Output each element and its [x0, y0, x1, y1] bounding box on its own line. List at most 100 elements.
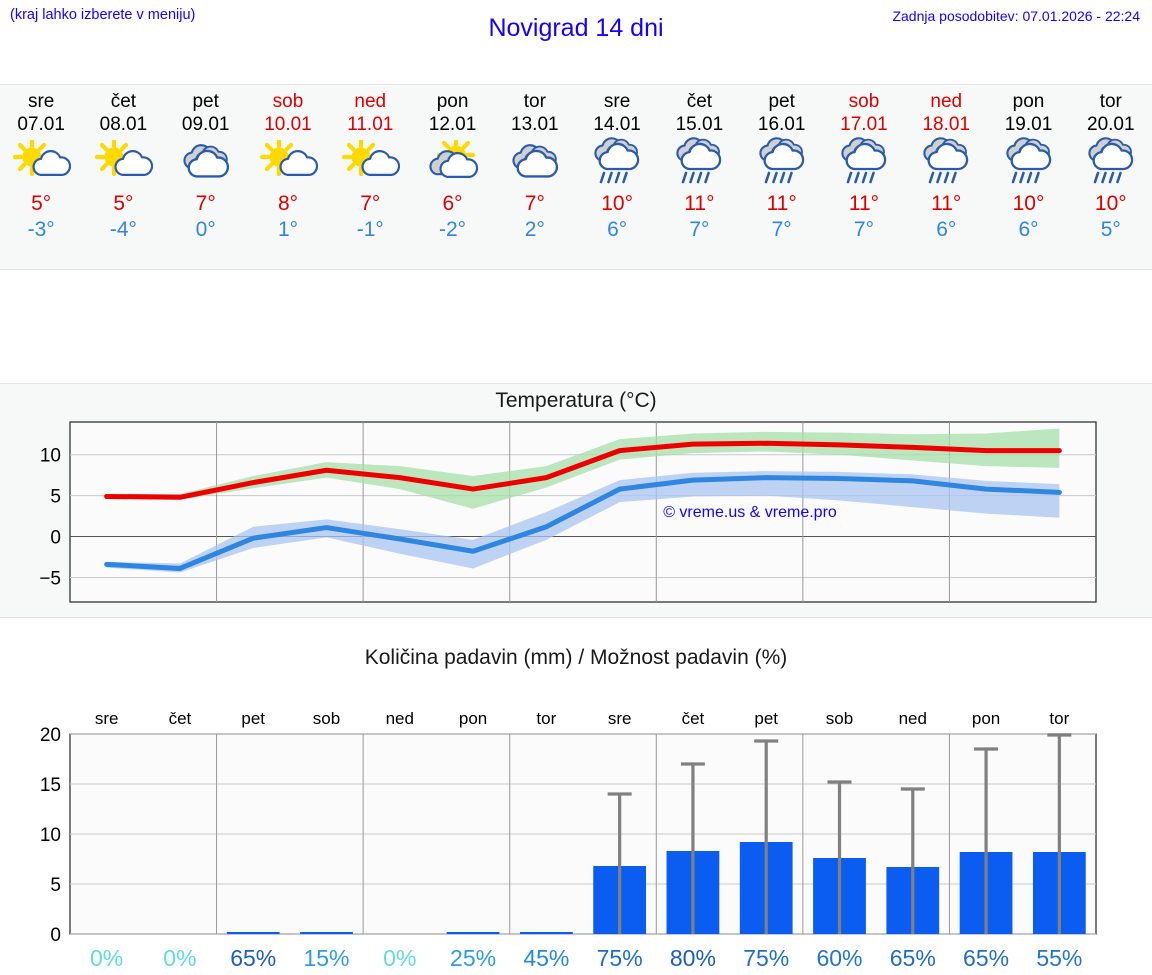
y-axis-tick-label: 20 [40, 725, 61, 746]
day-max-temp: 10° [1012, 192, 1045, 215]
temperature-range-band [106, 471, 1060, 573]
forecast-day-column[interactable]: pon 19.01 10° 6° [987, 85, 1069, 269]
precip-day-label: tor [536, 709, 556, 728]
rain-icon [587, 137, 647, 188]
precipitation-chart: sre čet pet sob ned pon tor sre čet pet sob ned pon t… [0, 672, 1152, 975]
sun-cloud-icon [340, 138, 401, 188]
precip-day-label: čet [682, 709, 705, 728]
precipitation-probability-label: 25% [450, 945, 496, 971]
precipitation-bar [226, 932, 280, 934]
precip-day-label: tor [1049, 709, 1069, 728]
day-date: 08.01 [99, 114, 148, 135]
day-date: 20.01 [1087, 114, 1135, 135]
day-date: 13.01 [511, 114, 559, 135]
precip-day-label: pon [459, 709, 487, 728]
day-max-temp: 7° [524, 192, 545, 215]
forecast-day-column[interactable]: tor 20.01 10° 5° [1070, 85, 1152, 269]
y-axis-tick-label: 10 [40, 446, 61, 467]
last-updated-label: Zadnja posodobitev: 07.01.2026 - 22:24 [892, 8, 1140, 24]
forecast-day-column[interactable]: sre 07.01 5° -3° [0, 85, 82, 269]
day-max-temp: 6° [442, 192, 463, 215]
day-date: 11.01 [347, 114, 394, 135]
day-min-temp: -3° [27, 218, 55, 241]
precipitation-chart-block: Količina padavin (mm) / Možnost padavin … [0, 640, 1152, 971]
day-max-temp: 11° [931, 192, 962, 215]
page-title: Novigrad 14 dni [488, 14, 664, 42]
day-max-temp: 11° [684, 192, 715, 215]
day-name: sre [27, 91, 55, 112]
forecast-day-column[interactable]: čet 08.01 5° -4° [82, 85, 164, 269]
precip-day-label: čet [169, 709, 192, 728]
day-min-temp: 7° [771, 218, 792, 241]
precip-day-label: pet [754, 709, 778, 728]
day-name: čet [110, 91, 137, 112]
rain-icon [999, 137, 1059, 188]
precip-day-label: ned [899, 709, 927, 728]
temperature-chart-block: Temperatura (°C) 10 5 0 −5 © vreme.us & vrem… [0, 383, 1152, 618]
temperature-chart-title: Temperatura (°C) [495, 389, 657, 412]
cloudy-icon [505, 138, 565, 188]
day-name: sre [603, 91, 631, 112]
precipitation-probability-label: 15% [303, 945, 349, 971]
temperature-chart: 10 5 0 −5 © vreme.us & vreme.pro [0, 416, 1152, 621]
precipitation-probability-label: 0% [383, 945, 416, 971]
sun-greycloud-icon [423, 138, 483, 188]
rain-icon [752, 137, 812, 188]
temperature-series-line [104, 440, 1062, 500]
day-date: 16.01 [757, 114, 806, 135]
forecast-day-column[interactable]: pet 16.01 11° 7° [741, 85, 823, 269]
day-min-temp: 6° [936, 218, 957, 241]
forecast-day-column[interactable]: pet 09.01 7° 0° [165, 85, 247, 269]
rain-icon [916, 137, 976, 188]
precipitation-probability-label: 75% [743, 945, 789, 971]
location-hint[interactable]: (kraj lahko izberete v meniju) [10, 7, 196, 23]
precipitation-bar [446, 932, 500, 934]
day-max-temp: 8° [277, 192, 299, 215]
forecast-day-column[interactable]: ned 11.01 7° -1° [329, 85, 411, 269]
day-name: pet [192, 91, 219, 112]
precipitation-probability-label: 65% [890, 945, 936, 971]
day-min-temp: 5° [1100, 218, 1121, 241]
forecast-day-column[interactable]: sre 14.01 10° 6° [576, 85, 658, 269]
day-date: 07.01 [17, 114, 65, 135]
day-min-temp: -2° [439, 218, 467, 241]
y-axis-tick-label: −5 [39, 568, 61, 589]
rain-icon [1081, 137, 1141, 188]
rain-icon [669, 137, 729, 188]
day-min-temp: 7° [689, 218, 710, 241]
y-axis-tick-label: 5 [50, 875, 61, 896]
day-date: 19.01 [1004, 114, 1053, 135]
forecast-day-column[interactable]: ned 18.01 11° 6° [905, 85, 987, 269]
forecast-day-column[interactable]: pon 12.01 6° -2° [411, 85, 493, 269]
day-name: pon [436, 91, 469, 112]
precipitation-probability-label: 55% [1036, 945, 1082, 971]
precip-day-label: sre [608, 709, 632, 728]
day-name: ned [930, 91, 963, 112]
day-date: 09.01 [181, 114, 230, 135]
day-name: tor [523, 91, 546, 112]
day-min-temp: -4° [109, 218, 137, 241]
day-max-temp: 11° [766, 192, 797, 215]
day-date: 12.01 [428, 114, 477, 135]
precip-day-label: ned [386, 709, 414, 728]
y-axis-tick-label: 15 [40, 775, 61, 796]
day-name: sob [272, 91, 304, 112]
forecast-day-column[interactable]: sob 17.01 11° 7° [823, 85, 905, 269]
day-name: pet [768, 91, 795, 112]
y-axis-tick-label: 5 [50, 487, 61, 508]
temperature-range-band [106, 428, 1060, 509]
precipitation-bar [300, 932, 353, 934]
precipitation-probability-label: 65% [963, 945, 1009, 971]
day-max-temp: 10° [1094, 192, 1127, 215]
day-date: 17.01 [840, 114, 888, 135]
day-max-temp: 5° [31, 192, 52, 215]
day-date: 14.01 [593, 114, 641, 135]
day-max-temp: 10° [601, 192, 633, 215]
precipitation-probability-label: 75% [597, 945, 643, 971]
forecast-day-column[interactable]: čet 15.01 11° 7° [658, 85, 740, 269]
day-name: pon [1012, 91, 1045, 112]
forecast-day-column[interactable]: tor 13.01 7° 2° [494, 85, 576, 269]
forecast-day-column[interactable]: sob 10.01 8° 1° [247, 85, 329, 269]
sun-cloud-icon [93, 138, 154, 188]
